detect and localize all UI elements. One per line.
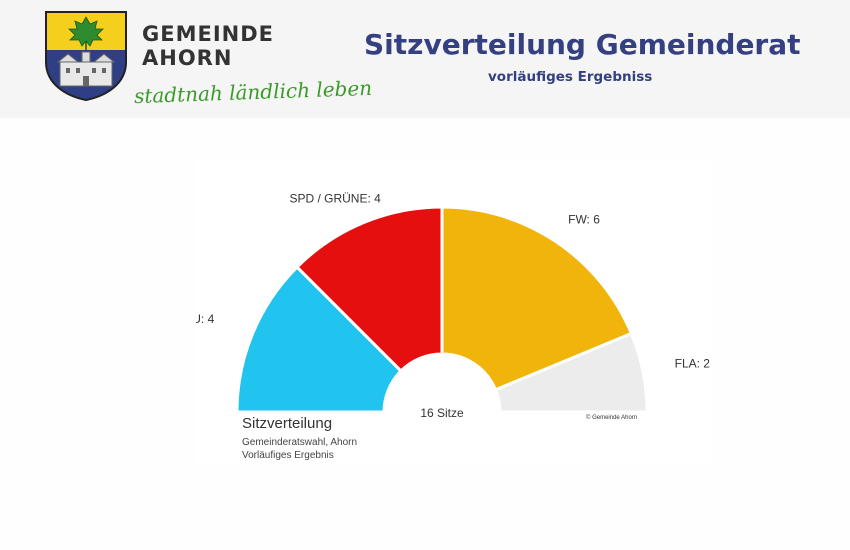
- slice-spd-gr-ne: [294, 205, 444, 374]
- page-header: GEMEINDE AHORN stadtnah ländlich leben S…: [0, 0, 850, 118]
- chart-credit: © Gemeinde Ahorn: [586, 415, 638, 421]
- chart-subtitle: Gemeinderatswahl, Ahorn Vorläufiges Erge…: [242, 436, 357, 462]
- brand-name-line2: AHORN: [142, 46, 233, 70]
- center-total-label: 16 Sitze: [420, 406, 464, 420]
- brand-name-line1: GEMEINDE: [142, 22, 274, 46]
- slice-label: CSU: 4: [196, 312, 215, 326]
- slice-fw: [440, 205, 634, 392]
- slice-csu: [235, 264, 404, 414]
- chart-title: Sitzverteilung: [242, 415, 333, 432]
- slice-fla: [493, 331, 649, 414]
- page-title: Sitzverteilung Gemeinderat: [364, 28, 801, 61]
- chart-canvas: CSU: 4 SPD / GRÜNE: 4 FW: 6 FLA: 2 16 Sitze: [196, 191, 711, 420]
- chart-subtitle-line: Gemeinderatswahl, Ahorn: [242, 437, 358, 448]
- page-subtitle: vorläufiges Ergebniss: [488, 69, 653, 85]
- slice-label: FW: 6: [568, 212, 600, 226]
- coat-of-arms-icon: [45, 11, 127, 102]
- chart-subtitle-line: Vorläufiges Ergebnis: [242, 450, 334, 461]
- seat-distribution-chart: CSU: 4 SPD / GRÜNE: 4 FW: 6 FLA: 2 16 Sitze…: [196, 160, 712, 465]
- brand-slogan: stadtnah ländlich leben: [133, 75, 373, 109]
- slice-label: SPD / GRÜNE: 4: [289, 191, 381, 205]
- slice-label: FLA: 2: [675, 357, 711, 371]
